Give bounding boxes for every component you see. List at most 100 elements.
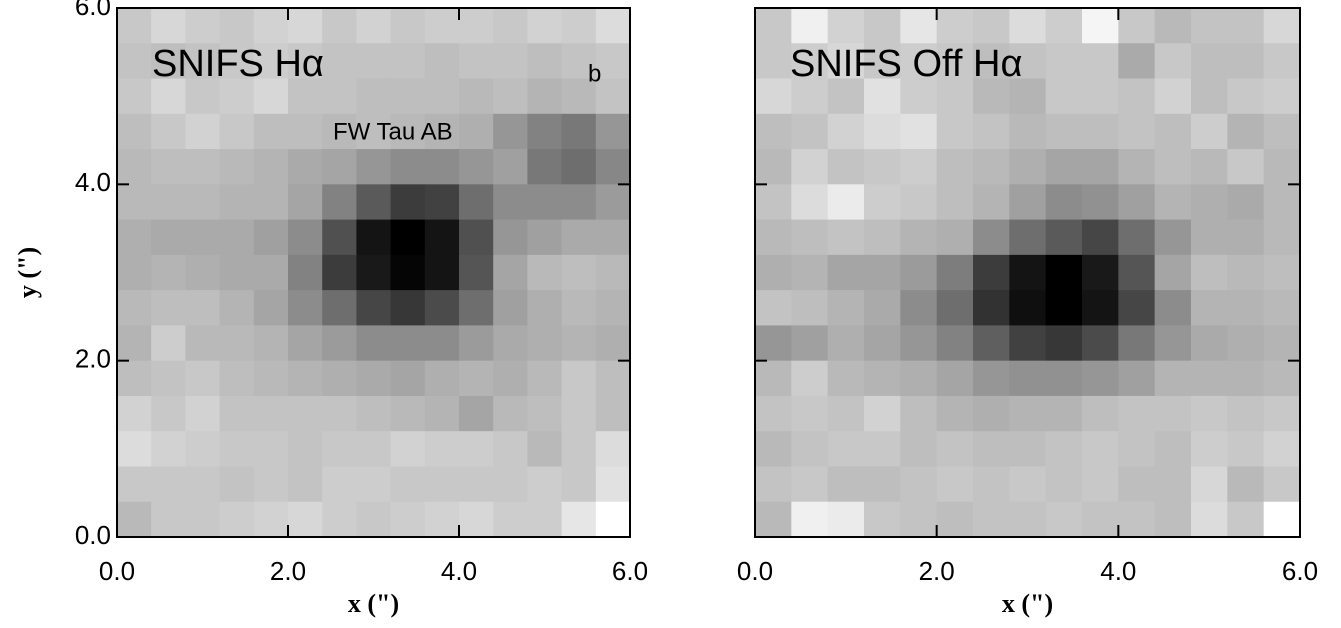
heatmap-cell [595, 149, 631, 185]
heatmap-cell [827, 219, 865, 256]
heatmap-cell [1009, 466, 1047, 503]
heatmap-cell [755, 501, 792, 538]
heatmap-cell [185, 501, 221, 538]
heatmap-cell [1009, 431, 1047, 467]
heatmap-cell [1045, 219, 1083, 256]
heatmap-cell [185, 8, 221, 44]
heatmap-cell [1154, 290, 1192, 326]
heatmap-cell [1009, 113, 1047, 150]
heatmap-cell [1191, 466, 1228, 503]
heatmap-cell [185, 184, 221, 221]
heatmap-cell [791, 360, 829, 397]
heatmap-cell [1191, 395, 1228, 432]
heatmap-cell [322, 43, 357, 80]
heatmap-cell [1191, 8, 1228, 44]
heatmap-cell [1082, 254, 1119, 291]
heatmap-cell [1263, 219, 1301, 256]
heatmap-cell [1082, 78, 1119, 115]
heatmap-cell [322, 113, 357, 150]
heatmap-cell [390, 325, 426, 362]
heatmap-cell [1118, 219, 1156, 256]
y-axis-label: y (") [13, 247, 42, 298]
heatmap-cell [1191, 149, 1228, 185]
heatmap-cell [185, 431, 221, 467]
heatmap-cell [900, 184, 938, 221]
heatmap-cell [936, 184, 974, 221]
heatmap-cell [1118, 184, 1156, 221]
heatmap-cell [973, 395, 1010, 432]
heatmap-cell [424, 8, 460, 44]
heatmap-cell [1118, 78, 1156, 115]
heatmap-cell [1154, 78, 1192, 115]
heatmap-cell [390, 113, 426, 150]
heatmap-cell [219, 113, 255, 150]
heatmap-cell [117, 8, 152, 44]
heatmap-cell [791, 78, 829, 115]
heatmap-cell [219, 149, 255, 185]
heatmap-cell [253, 254, 289, 291]
heatmap-cell [459, 501, 494, 538]
heatmap-cell [322, 8, 357, 44]
heatmap-cell [151, 290, 186, 326]
heatmap-cell [1009, 395, 1047, 432]
heatmap-cell [356, 290, 392, 326]
heatmap-cell [527, 113, 563, 150]
heatmap-cell [561, 290, 597, 326]
heatmap-cell [973, 254, 1010, 291]
heatmap-cell [1082, 8, 1119, 44]
heatmap-cell [1045, 431, 1083, 467]
heatmap-cell [390, 78, 426, 115]
heatmap-cell [1009, 43, 1047, 80]
heatmap-cell [1009, 149, 1047, 185]
heatmap-cell [151, 431, 186, 467]
heatmap-cell [936, 78, 974, 115]
heatmap-cell [755, 8, 792, 44]
heatmap-cell [390, 431, 426, 467]
x-axis-label: x (") [1002, 589, 1053, 618]
heatmap-cell [117, 113, 152, 150]
heatmap-cell [936, 290, 974, 326]
heatmap-cell [390, 184, 426, 221]
heatmap-cell [900, 395, 938, 432]
heatmap-cell [1009, 254, 1047, 291]
heatmap-cell [755, 149, 792, 185]
heatmap-cell [356, 431, 392, 467]
heatmap-cell [151, 219, 186, 256]
heatmap-cell [322, 254, 357, 291]
heatmap-cell [424, 78, 460, 115]
heatmap-cell [791, 431, 829, 467]
heatmap-cell [1263, 290, 1301, 326]
heatmap-cell [1227, 466, 1265, 503]
heatmap-cell [827, 360, 865, 397]
heatmap-cell [493, 113, 528, 150]
heatmap-cell [288, 43, 323, 80]
heatmap-cell [219, 501, 255, 538]
heatmap-cell [1045, 8, 1083, 44]
heatmap-cell [151, 360, 186, 397]
heatmap-cell [1154, 466, 1192, 503]
heatmap-cell [219, 325, 255, 362]
heatmap-cell [1227, 184, 1265, 221]
heatmap-cell [1154, 219, 1192, 256]
heatmap-cell [185, 466, 221, 503]
heatmap-cell [1227, 113, 1265, 150]
heatmap-cell [595, 325, 631, 362]
heatmap-cell [1009, 360, 1047, 397]
heatmap-cell [459, 8, 494, 44]
heatmap-cell [1118, 8, 1156, 44]
heatmap-cell [527, 254, 563, 291]
heatmap-cell [424, 395, 460, 432]
heatmap-cell [900, 325, 938, 362]
heatmap-cell [527, 431, 563, 467]
heatmap-cell [1118, 43, 1156, 80]
heatmap-cell [595, 360, 631, 397]
heatmap-cell [424, 501, 460, 538]
heatmap-cell [1227, 219, 1265, 256]
heatmap-cell [1045, 360, 1083, 397]
heatmap-cell [827, 466, 865, 503]
heatmap-cell [356, 501, 392, 538]
heatmap-cell [973, 360, 1010, 397]
heatmap-cell [253, 395, 289, 432]
heatmap-cell [117, 184, 152, 221]
heatmap-cell [1154, 325, 1192, 362]
